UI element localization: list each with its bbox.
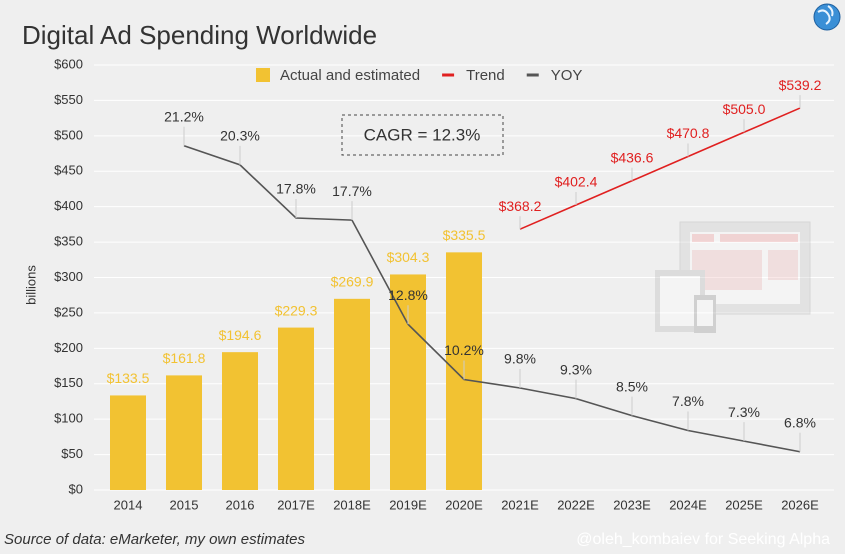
value-label: $470.8	[667, 125, 710, 141]
legend-swatch	[256, 68, 270, 82]
x-tick-label: 2025E	[725, 497, 763, 512]
value-label: 7.3%	[728, 404, 760, 420]
y-tick-label: $200	[54, 340, 83, 355]
y-tick-label: $450	[54, 163, 83, 178]
bar	[166, 375, 202, 490]
bar	[278, 327, 314, 490]
x-tick-label: 2021E	[501, 497, 539, 512]
legend-label: YOY	[551, 67, 583, 84]
value-label: 10.2%	[444, 342, 484, 358]
y-axis-label: billions	[23, 265, 38, 305]
x-tick-label: 2016	[226, 497, 255, 512]
value-label: 6.8%	[784, 414, 816, 430]
value-label: $505.0	[723, 101, 766, 117]
y-tick-label: $150	[54, 375, 83, 390]
x-tick-label: 2020E	[445, 497, 483, 512]
y-tick-label: $550	[54, 92, 83, 107]
x-tick-label: 2019E	[389, 497, 427, 512]
y-tick-label: $500	[54, 127, 83, 142]
y-tick-label: $250	[54, 304, 83, 319]
y-tick-label: $0	[69, 481, 83, 496]
x-tick-label: 2017E	[277, 497, 315, 512]
value-label: $133.5	[107, 370, 150, 386]
legend-label: Actual and estimated	[280, 67, 420, 84]
device-illustration	[655, 221, 811, 333]
bar	[222, 352, 258, 490]
line	[183, 144, 801, 453]
value-label: $269.9	[331, 274, 374, 290]
x-tick-label: 2014	[114, 497, 143, 512]
value-label: 17.8%	[276, 181, 316, 197]
y-tick-label: $400	[54, 198, 83, 213]
value-label: $304.3	[387, 249, 430, 265]
source-note: Source of data: eMarketer, my own estima…	[4, 531, 305, 548]
x-tick-label: 2026E	[781, 497, 819, 512]
value-label: $194.6	[219, 327, 262, 343]
value-label: $436.6	[611, 149, 654, 165]
value-label: 12.8%	[388, 287, 428, 303]
chart-title: Digital Ad Spending Worldwide	[22, 20, 377, 50]
value-label: $229.3	[275, 302, 318, 318]
value-label: 21.2%	[164, 108, 204, 124]
value-label: 7.8%	[672, 393, 704, 409]
bar	[110, 395, 146, 490]
y-tick-label: $300	[54, 269, 83, 284]
y-tick-label: $350	[54, 234, 83, 249]
line	[519, 107, 801, 230]
annotation: CAGR = 12.3%	[364, 125, 481, 144]
y-tick-label: $600	[54, 56, 83, 71]
legend-label: Trend	[466, 67, 505, 84]
x-tick-label: 2018E	[333, 497, 371, 512]
globe-icon-detail	[817, 5, 834, 25]
bar	[334, 298, 370, 490]
value-label: $335.5	[443, 227, 486, 243]
value-label: 9.3%	[560, 361, 592, 377]
y-tick-label: $50	[61, 446, 83, 461]
value-label: $368.2	[499, 198, 542, 214]
globe-icon	[813, 3, 841, 31]
value-label: 9.8%	[504, 351, 536, 367]
x-tick-label: 2022E	[557, 497, 595, 512]
y-tick-label: $100	[54, 411, 83, 426]
value-label: 17.7%	[332, 183, 372, 199]
value-label: $161.8	[163, 350, 206, 366]
watermark: @oleh_kombaiev for Seeking Alpha	[576, 531, 830, 548]
x-tick-label: 2015	[170, 497, 199, 512]
x-tick-label: 2024E	[669, 497, 707, 512]
value-label: $402.4	[555, 174, 598, 190]
value-label: 8.5%	[616, 378, 648, 394]
value-label: $539.2	[779, 77, 822, 93]
annotation-box	[341, 114, 504, 156]
value-label: 20.3%	[220, 128, 260, 144]
x-tick-label: 2023E	[613, 497, 651, 512]
